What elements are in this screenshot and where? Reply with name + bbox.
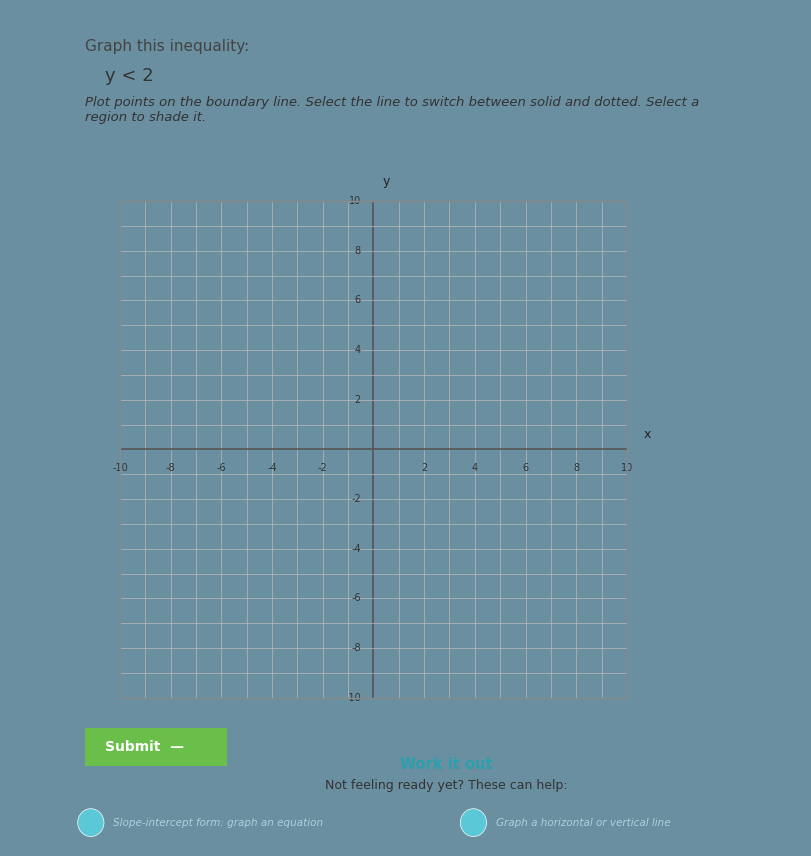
Text: 6: 6 bbox=[522, 463, 529, 473]
Text: 8: 8 bbox=[354, 246, 361, 256]
Text: -4: -4 bbox=[351, 544, 361, 554]
Text: 2: 2 bbox=[421, 463, 427, 473]
Text: -6: -6 bbox=[351, 593, 361, 603]
Ellipse shape bbox=[461, 809, 487, 836]
Text: 10: 10 bbox=[349, 196, 361, 206]
Text: Slope-intercept form: graph an equation: Slope-intercept form: graph an equation bbox=[114, 817, 324, 828]
Text: -2: -2 bbox=[351, 494, 361, 504]
Text: 8: 8 bbox=[573, 463, 579, 473]
Ellipse shape bbox=[78, 809, 104, 836]
Text: Not feeling ready yet? These can help:: Not feeling ready yet? These can help: bbox=[324, 779, 568, 792]
Text: Work it out: Work it out bbox=[400, 757, 492, 772]
FancyBboxPatch shape bbox=[81, 728, 231, 766]
Text: -8: -8 bbox=[166, 463, 175, 473]
Text: 4: 4 bbox=[354, 345, 361, 355]
Text: y < 2: y < 2 bbox=[105, 67, 154, 85]
Text: y: y bbox=[382, 175, 390, 187]
Text: -2: -2 bbox=[318, 463, 328, 473]
Text: Graph this inequality:: Graph this inequality: bbox=[85, 39, 250, 54]
Text: 4: 4 bbox=[472, 463, 478, 473]
Text: -8: -8 bbox=[351, 643, 361, 653]
Text: x: x bbox=[643, 428, 651, 441]
Text: -6: -6 bbox=[217, 463, 226, 473]
Text: Submit  —: Submit — bbox=[105, 740, 184, 754]
Text: 6: 6 bbox=[354, 295, 361, 306]
Text: -10: -10 bbox=[345, 693, 361, 703]
Text: Graph a horizontal or vertical line: Graph a horizontal or vertical line bbox=[496, 817, 671, 828]
Text: 10: 10 bbox=[620, 463, 633, 473]
Text: -10: -10 bbox=[112, 463, 128, 473]
Text: Plot points on the boundary line. Select the line to switch between solid and do: Plot points on the boundary line. Select… bbox=[85, 96, 699, 124]
Text: 2: 2 bbox=[354, 395, 361, 405]
Text: -4: -4 bbox=[268, 463, 277, 473]
